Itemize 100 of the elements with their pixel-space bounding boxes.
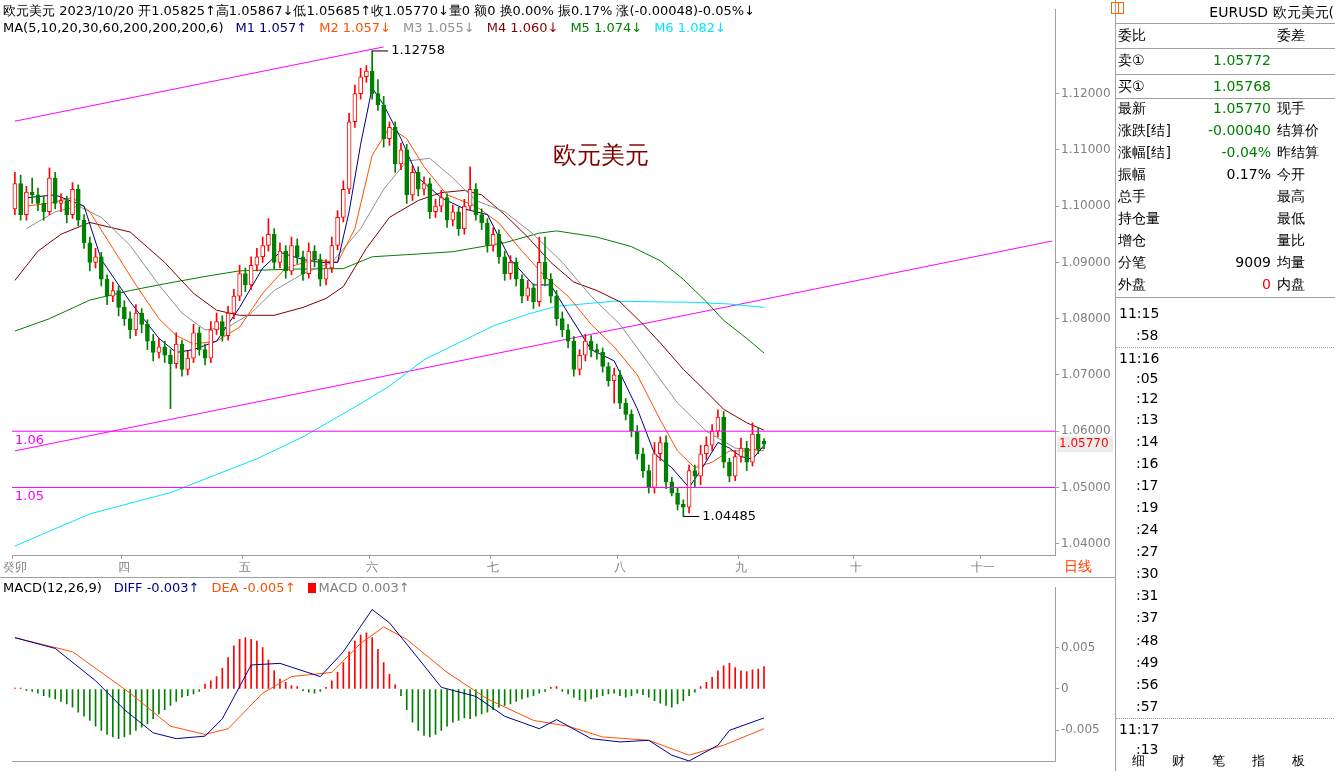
text: 内盘 — [1277, 275, 1305, 293]
legend-title: MA(5,10,20,30,60,200,200,200,6) — [3, 20, 224, 35]
candlestick — [116, 285, 121, 317]
ref-line-label: 1.06 — [15, 432, 44, 448]
candlestick — [508, 255, 513, 280]
text: M2 1.057↓ — [319, 20, 391, 35]
candlestick — [704, 436, 709, 460]
ref-line-label: 1.05 — [15, 488, 44, 504]
candlestick — [122, 300, 127, 326]
chart-title: 欧元美元 2023/10/20 开1.05825↑高1.05867↓低1.05685↑收1.05770↓量0 额0 换0.00% 振0.17% 涨(-0.00048)-0.05%↓ — [3, 2, 755, 20]
text: 涨幅[结] — [1118, 143, 1171, 161]
text: 委比 — [1118, 26, 1146, 44]
text: 笔 — [1212, 752, 1225, 770]
text: DIFF -0.003↑ — [113, 580, 200, 595]
x-tick-label: 八 — [613, 560, 626, 575]
candlestick — [191, 323, 196, 363]
text: :49 — [1136, 653, 1159, 671]
text: :24 — [1136, 520, 1159, 538]
text: :30 — [1136, 564, 1159, 582]
legend-label: MACD 0.003↑ — [317, 580, 410, 595]
text: 日线 — [1064, 557, 1092, 575]
text: 财 — [1172, 752, 1185, 770]
candlestick — [98, 251, 104, 287]
candlestick — [70, 182, 75, 219]
candlestick — [220, 315, 225, 342]
text: 11:15 — [1119, 304, 1160, 322]
text: 结算价 — [1277, 121, 1319, 139]
candlestick — [260, 236, 265, 263]
x-tick-label: 六 — [366, 560, 379, 575]
x-tick-label: 十一 — [970, 560, 995, 575]
text: 涨跌[结] — [1118, 121, 1171, 139]
candlestick — [341, 180, 346, 223]
text: 分笔 — [1118, 253, 1146, 271]
text: M4 1.060↓ — [486, 20, 559, 35]
text: :17 — [1136, 476, 1159, 494]
x-tick-label: 癸卯 — [2, 560, 27, 575]
candlestick — [594, 343, 600, 360]
candlestick — [289, 236, 294, 276]
candlestick — [652, 442, 657, 494]
x-tick-label: 九 — [734, 560, 747, 575]
text: 委差 — [1277, 26, 1305, 44]
text: 最低 — [1277, 209, 1305, 227]
text: M1 1.057↑ — [235, 20, 308, 35]
text: -0.04% — [1221, 143, 1271, 161]
candlestick — [41, 195, 47, 221]
text: DEA -0.005↑ — [211, 580, 296, 595]
candlestick — [312, 245, 317, 268]
y-tick-label: 1.09000 — [1061, 254, 1111, 269]
candlestick — [243, 267, 248, 292]
y-tick-label: 1.08000 — [1061, 310, 1111, 325]
text: :31 — [1136, 586, 1159, 604]
candlestick — [93, 248, 98, 269]
candlestick — [433, 199, 438, 218]
candlestick — [675, 487, 680, 511]
text: 今开 — [1277, 165, 1305, 183]
text: M3 1.055↓ — [402, 20, 475, 35]
text: 振幅 — [1118, 165, 1146, 183]
y-tick-label: 1.05000 — [1061, 479, 1111, 494]
text: 持仓量 — [1118, 209, 1160, 227]
candlestick — [727, 457, 732, 483]
text: 买① — [1118, 77, 1145, 95]
candlestick — [479, 208, 484, 231]
text: :13 — [1136, 410, 1159, 428]
text: :05 — [1136, 369, 1159, 387]
text: 最高 — [1277, 187, 1305, 205]
candlestick — [358, 67, 363, 100]
candlestick — [145, 319, 150, 350]
text: :27 — [1136, 542, 1159, 560]
text: 0 — [1262, 275, 1271, 293]
text: :57 — [1136, 697, 1159, 715]
candlestick — [364, 65, 369, 83]
candlestick — [237, 264, 242, 301]
legend-title: MACD(12,26,9) — [3, 580, 102, 595]
candlestick — [583, 334, 588, 362]
text: :37 — [1136, 608, 1159, 626]
x-tick-label: 七 — [487, 560, 500, 575]
y-tick-label: 0 — [1061, 681, 1069, 696]
candlestick — [600, 347, 605, 373]
text: :19 — [1136, 498, 1159, 516]
candlestick — [18, 174, 23, 221]
y-tick-label: 1.11000 — [1061, 142, 1111, 156]
text: 1.05770 — [1213, 99, 1271, 117]
text: 1.05768 — [1213, 77, 1271, 95]
text: :56 — [1136, 675, 1159, 693]
candlestick — [387, 121, 392, 146]
y-tick-label: 1.06000 — [1061, 423, 1111, 438]
candlestick — [24, 186, 29, 221]
candlestick — [456, 206, 461, 236]
x-tick-label: 十 — [850, 560, 863, 575]
text: 细 — [1132, 753, 1145, 770]
y-tick-label: 1.04000 — [1061, 535, 1111, 550]
text: -0.00040 — [1208, 121, 1271, 139]
annotation: 1.12758 — [391, 42, 445, 58]
annotation: 欧元美元 — [553, 140, 650, 169]
candlestick — [214, 312, 219, 335]
candlestick — [680, 499, 686, 517]
text: 外盘 — [1118, 275, 1146, 293]
text: 现手 — [1277, 99, 1305, 117]
text: 11:17 — [1119, 720, 1160, 738]
candlestick — [502, 250, 508, 281]
